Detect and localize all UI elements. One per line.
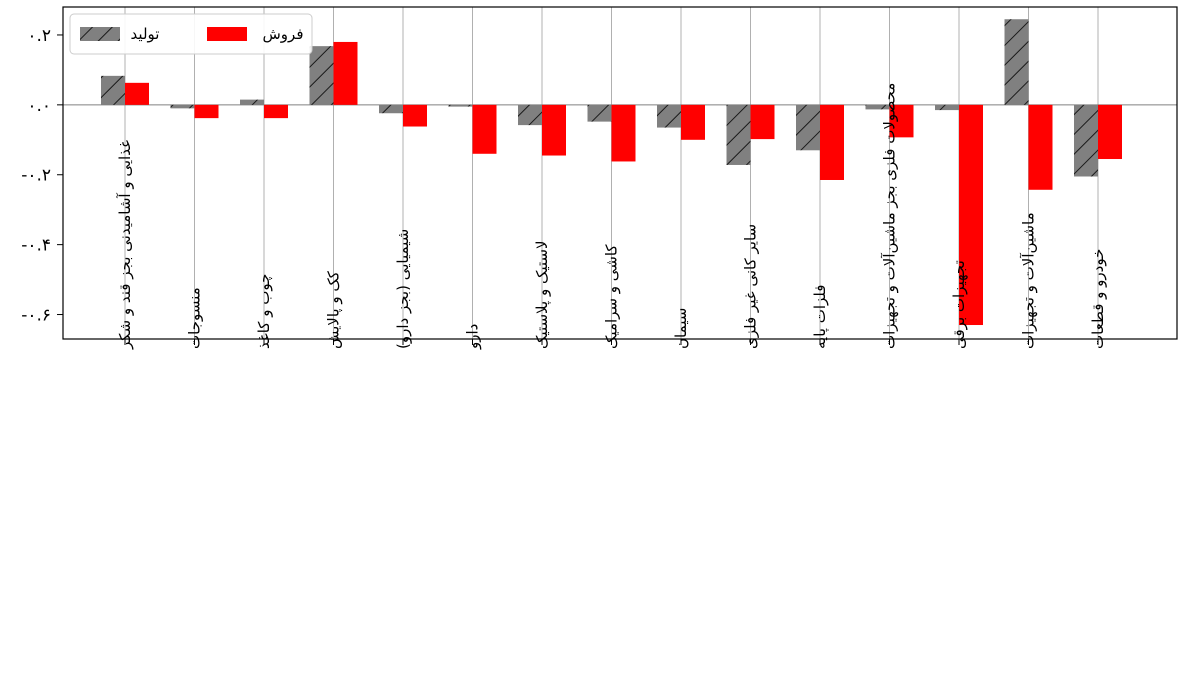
sales-bar <box>333 41 358 105</box>
category-label: فلزات پایه <box>811 285 830 349</box>
legend-label-sales: فروش <box>262 25 303 43</box>
y-tick-label: ۰.۰ <box>27 96 51 116</box>
sales-bar <box>472 104 497 154</box>
sales-bar <box>750 104 775 140</box>
legend-swatch-production <box>80 27 120 41</box>
category-label: تجهیزات برقی <box>950 260 968 349</box>
category-label: سایر کانی غیر فلزی <box>742 224 760 349</box>
production-bar <box>309 46 334 105</box>
sales-bar <box>542 104 566 156</box>
production-bar <box>865 104 890 110</box>
legend-box <box>69 13 313 55</box>
category-label: منسوجات <box>186 287 204 349</box>
production-bar <box>518 104 542 126</box>
production-bar <box>935 104 959 111</box>
sales-bar <box>194 104 219 119</box>
production-bar <box>1074 104 1098 177</box>
category-label: دارو <box>464 324 482 350</box>
sales-bar <box>611 104 636 162</box>
category-label: لاستیک و پلاستیک <box>533 240 552 349</box>
legend-swatch-sales <box>207 27 247 41</box>
category-label: غذایی و آشامیدنی بجز قند و شکر <box>116 140 134 350</box>
sales-bar <box>125 82 149 105</box>
y-tick-label: -۰.۲ <box>21 166 51 186</box>
category-label: ماشین‌آلات و تجهیزات <box>1020 212 1038 349</box>
production-bar <box>448 104 473 107</box>
legend-label-production: تولید <box>131 25 160 43</box>
production-bar <box>170 104 195 109</box>
category-label: کاشی و سرامیک <box>603 244 621 349</box>
sales-bar <box>1028 104 1053 190</box>
production-bar <box>657 104 681 128</box>
category-label: شیمیایی (بجز دارو) <box>394 229 412 349</box>
category-label: کک و پالایش <box>325 270 344 349</box>
y-tick-labels: ۰.۲ ۰.۰ -۰.۲ -۰.۴ -۰.۶ <box>21 26 51 326</box>
y-tick-label: -۰.۶ <box>21 306 51 326</box>
sales-bar <box>1098 104 1122 160</box>
axes <box>57 6 1178 345</box>
sales-bar <box>889 104 914 138</box>
production-bar <box>796 104 820 151</box>
sales-bar <box>820 104 844 180</box>
legend: تولید فروش <box>69 13 313 55</box>
production-bar <box>379 104 403 114</box>
sales-bar <box>264 104 288 119</box>
bars <box>101 19 1122 326</box>
sales-bar <box>959 104 983 326</box>
y-tick-label: -۰.۴ <box>21 236 51 256</box>
category-label: سیمان <box>672 308 690 349</box>
category-label: محصولات فلزی بجز ماشین‌آلات و تجهیزات <box>881 83 899 349</box>
production-bar <box>587 104 612 122</box>
category-label: چوب و کاغذ <box>255 274 273 349</box>
production-bar <box>101 75 125 105</box>
category-label: خودرو و قطعات <box>1089 249 1107 349</box>
production-bar <box>240 99 264 105</box>
category-labels: غذایی و آشامیدنی بجز قند و شکر منسوجات چوب… <box>116 83 1107 350</box>
y-tick-label: ۰.۲ <box>27 26 51 46</box>
sales-bar <box>681 104 705 140</box>
sales-bar <box>403 104 427 127</box>
production-bar <box>1004 19 1029 105</box>
plot-frame <box>62 6 1178 340</box>
production-bar <box>726 104 751 165</box>
